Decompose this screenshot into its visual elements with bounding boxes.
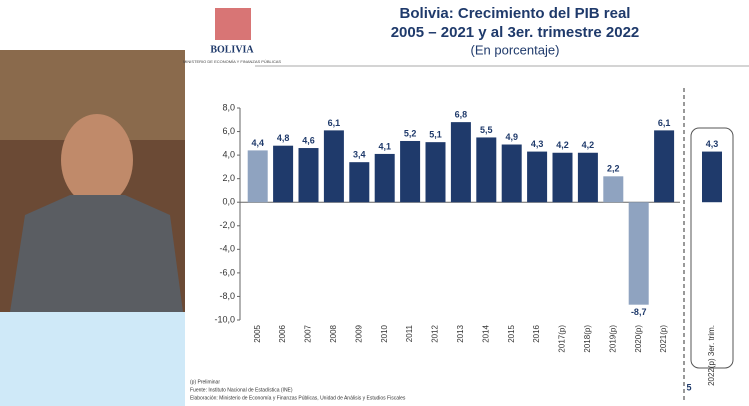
chart-title: Bolivia: Crecimiento del PIB real	[400, 5, 631, 22]
bar	[527, 151, 548, 203]
x-tick-label: 2008	[329, 324, 338, 342]
x-tick-label: 2009	[354, 324, 363, 342]
value-label: 5,2	[404, 128, 417, 138]
bar	[400, 140, 421, 203]
value-label: 6,8	[455, 110, 468, 120]
x-tick-label: 2010	[380, 324, 389, 342]
bar	[603, 176, 624, 203]
bar	[425, 142, 446, 203]
logo-text: BOLIVIA	[210, 44, 254, 55]
x-tick-label: 2018(p)	[583, 325, 592, 353]
page-number: 5	[686, 382, 691, 392]
bar	[323, 130, 344, 203]
person-body	[10, 195, 183, 312]
bar	[374, 153, 395, 203]
x-tick-label: 2017(p)	[558, 325, 567, 353]
bar	[273, 145, 294, 203]
y-tick-label: 0,0	[222, 197, 235, 207]
value-label: 4,2	[556, 140, 569, 150]
x-tick-label: 2019(p)	[608, 325, 617, 353]
bar	[577, 152, 598, 203]
bar	[349, 162, 370, 203]
x-tick-label: 2020(p)	[634, 325, 643, 353]
source: Fuente: Instituto Nacional de Estadístic…	[190, 387, 293, 393]
value-label: 4,9	[505, 132, 518, 142]
logo-mark	[215, 8, 251, 40]
x-tick-label: 2011	[405, 324, 414, 342]
y-tick-label: 2,0	[222, 173, 235, 183]
x-tick-label: 2012	[431, 324, 440, 342]
ministry-text: MINISTERIO DE ECONOMÍA Y FINANZAS PÚBLIC…	[183, 59, 281, 64]
value-label: 6,1	[328, 118, 341, 128]
x-tick-label: 2021(p)	[659, 325, 668, 353]
y-tick-label: -4,0	[219, 244, 235, 254]
bar	[654, 130, 675, 203]
x-tick-label: 2006	[278, 324, 287, 342]
chart-subtitle: 2005 – 2021 y al 3er. trimestre 2022	[391, 24, 640, 41]
value-label: 4,8	[277, 133, 290, 143]
bar	[298, 148, 319, 203]
x-tick-label: 2016	[532, 324, 541, 342]
y-tick-label: -6,0	[219, 267, 235, 277]
credit: Elaboración: Ministerio de Economía y Fi…	[190, 395, 406, 401]
y-tick-label: 8,0	[222, 102, 235, 112]
video-overlay	[0, 312, 185, 406]
y-tick-label: -10,0	[214, 314, 235, 324]
y-tick-label: 4,0	[222, 149, 235, 159]
value-label: -8,7	[631, 307, 647, 317]
x-tick-label: 2005	[253, 324, 262, 342]
bar	[247, 150, 268, 203]
value-label: 4,3	[706, 139, 719, 149]
value-label: 5,5	[480, 125, 493, 135]
bar	[628, 202, 649, 305]
footnote: (p) Preliminar	[190, 379, 220, 385]
person-head	[61, 114, 133, 206]
x-tick-label: 2015	[507, 324, 516, 342]
bar	[552, 152, 573, 203]
x-tick-label: 2013	[456, 324, 465, 342]
bar	[501, 144, 522, 203]
value-label: 5,1	[429, 130, 442, 140]
value-label: 6,1	[658, 118, 671, 128]
y-tick-label: 6,0	[222, 126, 235, 136]
bar	[702, 151, 722, 203]
value-label: 4,3	[531, 139, 544, 149]
value-label: 4,4	[251, 138, 264, 148]
bar	[476, 137, 497, 203]
y-tick-label: -2,0	[219, 220, 235, 230]
x-tick-label: 2007	[304, 324, 313, 342]
value-label: 4,2	[582, 140, 595, 150]
unit-note: (En porcentaje)	[471, 42, 560, 57]
value-label: 4,1	[378, 141, 391, 151]
value-label: 3,4	[353, 150, 366, 160]
x-tick-label: 2014	[481, 324, 490, 342]
x-tick-label: 2022(p) 3er. trim.	[707, 325, 716, 386]
value-label: 2,2	[607, 164, 620, 174]
highlight-box	[690, 127, 734, 369]
value-label: 4,6	[302, 135, 315, 145]
bar	[450, 122, 471, 203]
y-tick-label: -8,0	[219, 291, 235, 301]
